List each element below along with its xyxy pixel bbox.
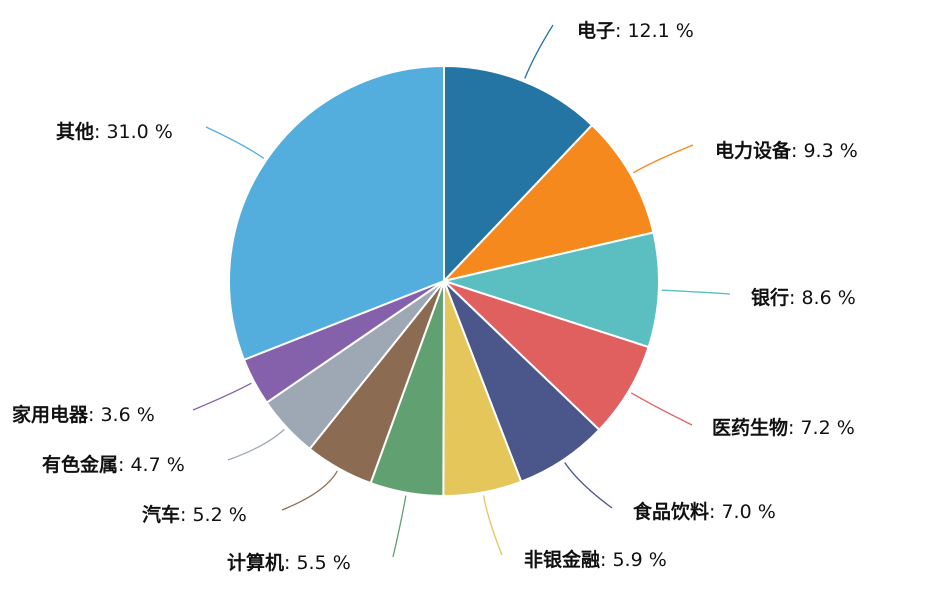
leader-lines: [192, 24, 731, 558]
slice-label: 计算机: 5.5 %: [227, 551, 351, 574]
slice-label: 非银金融: 5.9 %: [524, 548, 667, 571]
leader-line: [564, 462, 613, 509]
slice-value: : 9.3 %: [791, 140, 858, 162]
slice-value: : 8.6 %: [789, 287, 856, 309]
slice-labels: 电子: 12.1 % 电力设备: 9.3 % 银行: 8.6 % 医药生物: 7.2 …: [12, 19, 858, 574]
pie-slice: [228, 64, 445, 362]
slice-label: 食品饮料: 7.0 %: [633, 500, 776, 523]
slice-category: 医药生物: [712, 416, 788, 439]
slice-category: 其他: [56, 120, 94, 143]
leader-line: [661, 289, 731, 295]
slice-category: 银行: [751, 286, 789, 309]
leader-line: [630, 392, 693, 426]
leader-line: [632, 144, 694, 174]
slice-label: 医药生物: 7.2 %: [712, 416, 855, 439]
slice-value: : 5.5 %: [284, 552, 351, 574]
pie-slice: [440, 231, 660, 349]
slice-value: : 5.2 %: [180, 504, 247, 526]
slice-value: : 7.0 %: [709, 501, 776, 523]
leader-line: [482, 495, 503, 556]
slice-label: 电力设备: 9.3 %: [715, 139, 858, 162]
slice-label: 家用电器: 3.6 %: [12, 403, 155, 426]
slice-category: 食品饮料: [633, 500, 709, 523]
leader-line: [205, 126, 265, 159]
pie-slices: [228, 64, 660, 498]
pie-slice: [443, 64, 594, 284]
leader-line: [227, 428, 285, 461]
slice-label: 汽车: 5.2 %: [142, 503, 247, 526]
leader-line: [281, 470, 338, 511]
slice-value: : 31.0 %: [94, 121, 173, 143]
slice-value: : 4.7 %: [118, 454, 185, 476]
slice-label: 其他: 31.0 %: [56, 120, 173, 143]
slice-value: : 12.1 %: [615, 20, 694, 42]
slice-label: 电子: 12.1 %: [577, 19, 694, 42]
slice-category: 非银金融: [524, 548, 600, 571]
pie-slice: [440, 123, 655, 283]
slice-category: 计算机: [227, 551, 284, 574]
leader-line: [524, 24, 554, 79]
slice-label: 银行: 8.6 %: [751, 286, 856, 309]
slice-category: 电子: [577, 19, 615, 42]
slice-value: : 3.6 %: [88, 404, 155, 426]
slice-value: : 5.9 %: [600, 549, 667, 571]
slice-category: 汽车: [142, 503, 180, 526]
leader-line: [392, 495, 407, 558]
slice-category: 有色金属: [42, 453, 118, 476]
slice-label: 有色金属: 4.7 %: [42, 453, 185, 476]
leader-line: [192, 382, 252, 411]
slice-category: 电力设备: [715, 139, 792, 162]
slice-category: 家用电器: [12, 403, 89, 426]
slice-value: : 7.2 %: [788, 417, 855, 439]
